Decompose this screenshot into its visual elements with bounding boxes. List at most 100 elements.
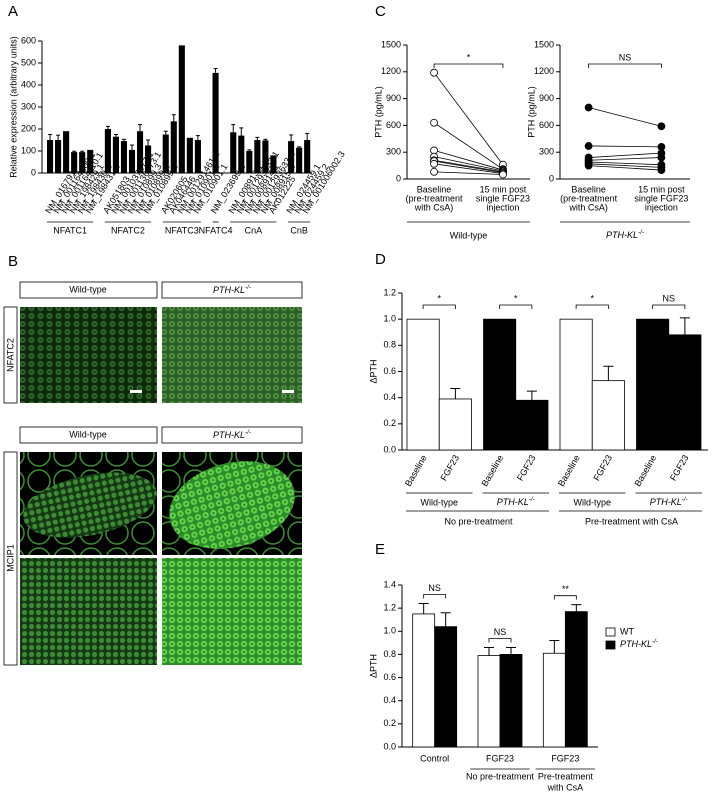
column-header: PTH-KL-/- — [213, 429, 251, 441]
group-label: NFATC2 — [111, 225, 145, 235]
significance-label: NS — [619, 52, 632, 62]
superscript: -/- — [652, 638, 658, 645]
row-header-box — [3, 306, 18, 404]
y-tick-label: 0.8 — [383, 649, 396, 659]
panel-label: B — [8, 253, 18, 270]
pair-line — [433, 150, 504, 171]
legend-label: PTH-KL-/- — [620, 638, 658, 650]
significance-bracket — [433, 63, 504, 68]
panel-label: A — [8, 3, 18, 20]
bar — [406, 318, 440, 451]
bar — [194, 140, 201, 173]
row-header: MCIP1 — [5, 544, 15, 572]
bar — [254, 140, 261, 173]
pair-line — [433, 156, 504, 172]
y-tick-label: 0.6 — [383, 672, 396, 682]
panel-label: E — [375, 541, 385, 558]
y-tick-label: 600 — [386, 120, 401, 130]
x-tick-label: Baseline — [403, 453, 429, 488]
category-sublabel: Pre-treatment — [538, 771, 594, 781]
bar — [79, 152, 86, 173]
y-tick-label: 1.4 — [383, 579, 396, 589]
y-axis-label: ΔPTH — [368, 654, 378, 678]
point — [430, 68, 438, 77]
pair-line — [588, 161, 662, 166]
significance-label: NS — [428, 583, 441, 593]
legend-swatch — [605, 640, 616, 650]
y-tick-label: 400 — [21, 79, 36, 89]
bar — [434, 626, 458, 748]
pair-line — [433, 159, 504, 173]
bar — [104, 129, 111, 173]
micrograph-panel — [3, 281, 303, 666]
y-tick-label: 0 — [549, 173, 554, 183]
column-header-box — [161, 281, 303, 299]
superscript: -/- — [529, 496, 535, 503]
point — [657, 122, 666, 131]
bar — [87, 149, 94, 173]
point — [430, 159, 438, 168]
x-tick-label: with CsA) — [568, 202, 608, 212]
y-tick-label: 1.2 — [383, 287, 396, 297]
significance-bracket — [499, 304, 533, 309]
x-tick-label: with CsA) — [414, 202, 454, 212]
significance-label: NS — [662, 293, 675, 303]
group-label: NFATC1 — [53, 225, 87, 235]
y-tick-label: 0.6 — [383, 366, 396, 376]
y-axis-label: PTH (pg/mL) — [373, 86, 383, 138]
group-label: Wild-type — [450, 230, 488, 240]
x-tick-label: FGF23 — [591, 453, 614, 482]
column-header-box — [19, 426, 158, 444]
tissue — [23, 472, 157, 538]
y-tick-label: 300 — [21, 101, 36, 111]
bar — [112, 136, 119, 173]
x-tick-label: Baseline — [632, 453, 658, 488]
x-tick-label: 15 min post — [480, 184, 527, 194]
bar — [120, 141, 128, 173]
y-tick-label: 200 — [21, 123, 36, 133]
y-tick-label: 1200 — [534, 66, 554, 76]
text-part: PTH-KL — [213, 430, 245, 440]
y-tick-label: 1.0 — [383, 626, 396, 636]
y-axis-label: PTH (pg/mL) — [526, 86, 536, 138]
y-axis-label: ΔPTH — [368, 359, 378, 383]
y-tick-label: 900 — [386, 93, 401, 103]
section-label: Pre-treatment with CsA — [585, 516, 678, 526]
bar — [162, 134, 169, 173]
x-tick-label: (pre-treatment — [560, 193, 618, 203]
micrograph — [20, 307, 157, 403]
row-header-box — [3, 451, 18, 666]
significance-label: NS — [494, 627, 507, 637]
superscript: -/- — [682, 496, 688, 503]
y-tick-label: 1.0 — [383, 314, 396, 324]
x-tick-label: Control — [420, 753, 449, 763]
pair-line — [588, 157, 662, 161]
pair-line — [588, 145, 662, 148]
scale-bar — [282, 390, 294, 393]
x-tick-label: FGF23 — [668, 453, 691, 482]
category-sublabel: with CsA — [547, 782, 584, 792]
section-label: No pre-treatment — [444, 516, 513, 526]
superscript: -/- — [638, 229, 644, 236]
y-tick-label: 600 — [539, 120, 554, 130]
point — [499, 170, 507, 179]
column-header-box — [161, 426, 303, 444]
scale-bar — [130, 390, 142, 393]
x-tick-label: (pre-treatment — [406, 193, 464, 203]
y-tick-label: 300 — [539, 147, 554, 157]
pair-line — [433, 160, 504, 174]
significance-bracket — [588, 63, 662, 68]
bar — [477, 655, 501, 748]
micrograph — [162, 558, 302, 665]
x-tick-label: single FGF23 — [476, 193, 530, 203]
bar — [145, 145, 152, 173]
significance-bracket — [423, 594, 447, 599]
y-tick-label: 0 — [31, 167, 36, 177]
group-label: Wild-type — [420, 497, 458, 507]
point — [584, 161, 593, 170]
bar — [270, 155, 277, 173]
pair-line — [433, 72, 504, 165]
y-tick-label: 600 — [21, 35, 36, 45]
bar — [136, 131, 144, 173]
